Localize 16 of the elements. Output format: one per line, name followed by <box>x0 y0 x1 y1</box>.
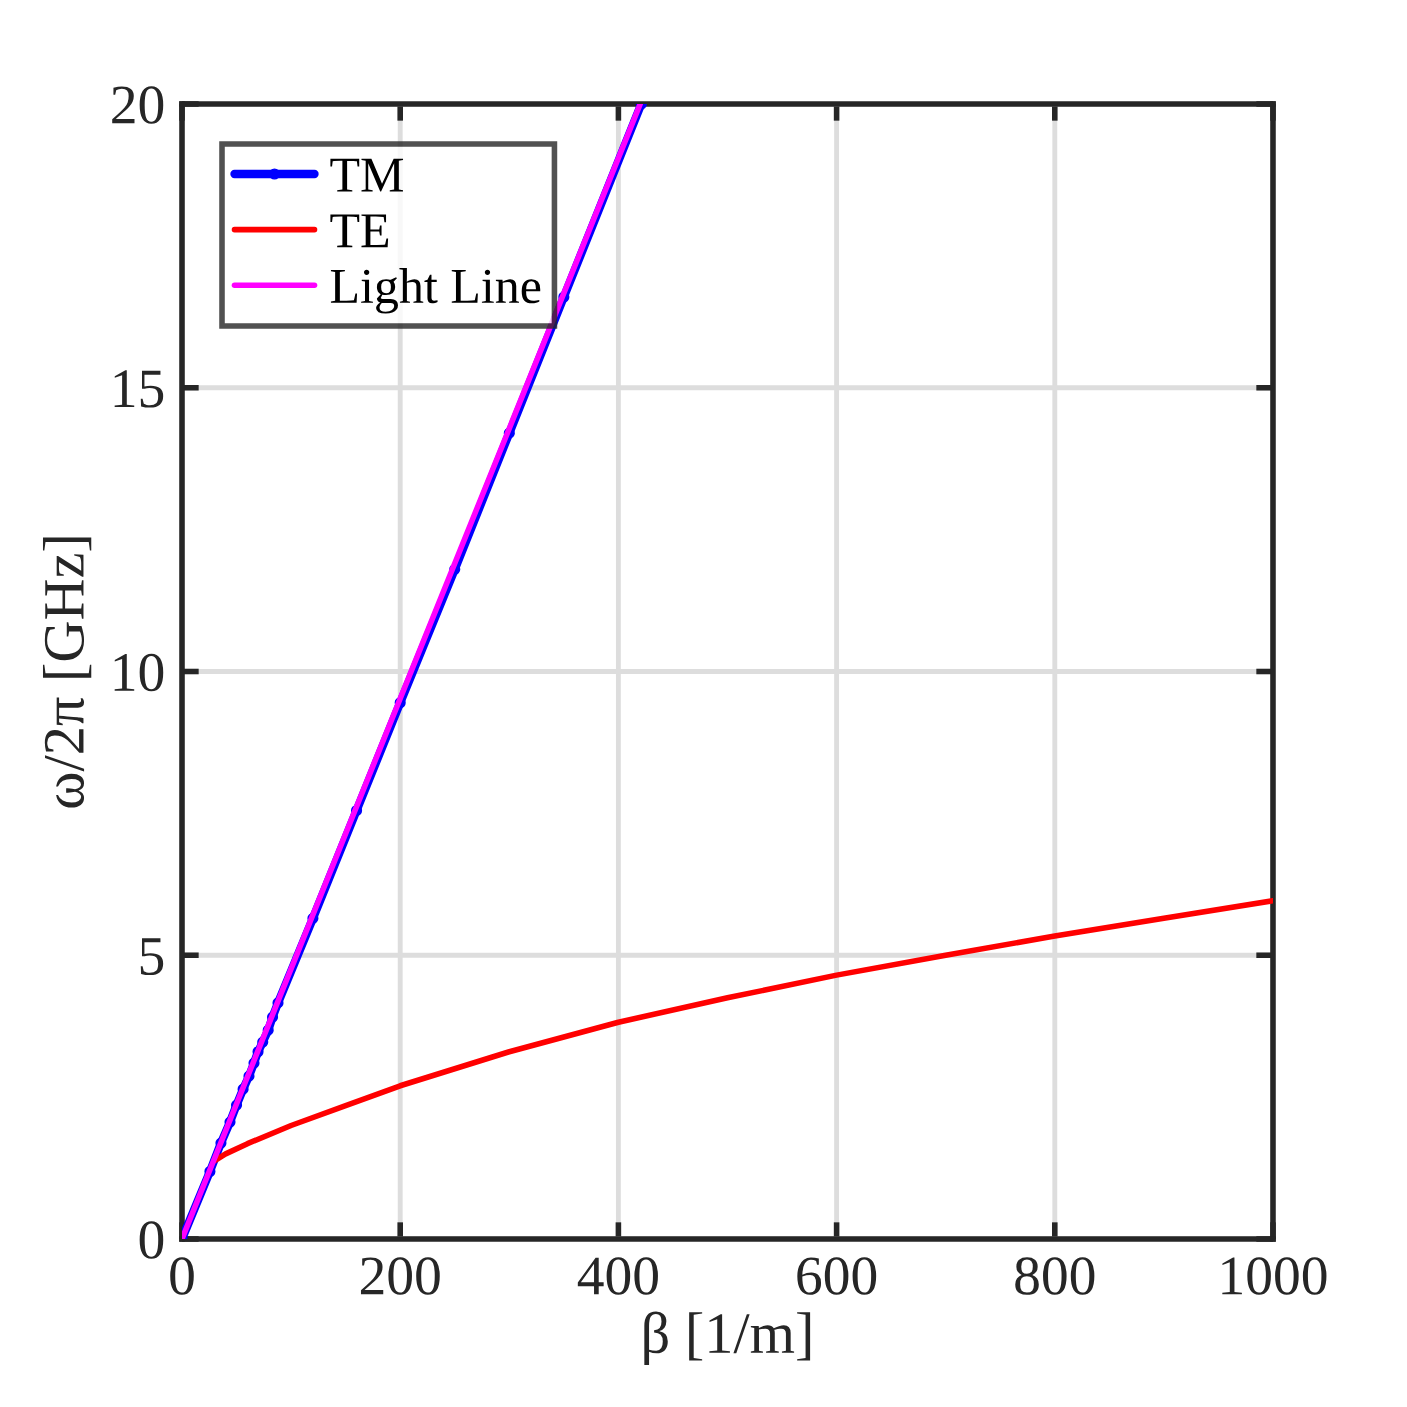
y-tick-label: 15 <box>114 370 164 408</box>
legend-label: TM <box>330 158 404 192</box>
y-tick-label: 10 <box>114 653 164 692</box>
x-tick-label: 400 <box>577 1257 658 1295</box>
legend-label: Light Line <box>330 268 541 314</box>
x-tick-label: 1000 <box>1222 1257 1327 1295</box>
x-tick-label: 0 <box>170 1257 194 1295</box>
y-tick-label: 5 <box>140 938 164 976</box>
x-tick-label: 600 <box>797 1257 877 1295</box>
y-axis-title: ω/2π [GHz] <box>42 537 92 808</box>
x-tick-label: 800 <box>1015 1257 1095 1295</box>
y-tick-label: 20 <box>112 86 164 124</box>
legend-label: TE <box>330 214 389 248</box>
x-axis-title: β [1/m] <box>644 1311 811 1366</box>
x-tick-label: 200 <box>360 1257 440 1295</box>
y-tick-label: 0 <box>139 1221 164 1259</box>
